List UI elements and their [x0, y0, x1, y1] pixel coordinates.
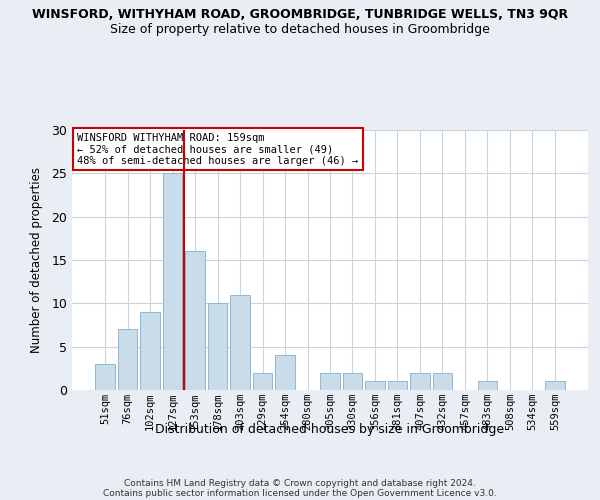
Bar: [388, 382, 407, 390]
Bar: [118, 330, 137, 390]
Bar: [95, 364, 115, 390]
Text: Contains HM Land Registry data © Crown copyright and database right 2024.: Contains HM Land Registry data © Crown c…: [124, 478, 476, 488]
Text: Contains public sector information licensed under the Open Government Licence v3: Contains public sector information licen…: [103, 488, 497, 498]
Bar: [478, 382, 497, 390]
Bar: [365, 382, 385, 390]
Bar: [230, 294, 250, 390]
Bar: [410, 372, 430, 390]
Bar: [545, 382, 565, 390]
Text: WINSFORD, WITHYHAM ROAD, GROOMBRIDGE, TUNBRIDGE WELLS, TN3 9QR: WINSFORD, WITHYHAM ROAD, GROOMBRIDGE, TU…: [32, 8, 568, 20]
Bar: [275, 356, 295, 390]
Bar: [433, 372, 452, 390]
Y-axis label: Number of detached properties: Number of detached properties: [30, 167, 43, 353]
Text: Size of property relative to detached houses in Groombridge: Size of property relative to detached ho…: [110, 22, 490, 36]
Bar: [163, 174, 182, 390]
Bar: [253, 372, 272, 390]
Text: WINSFORD WITHYHAM ROAD: 159sqm
← 52% of detached houses are smaller (49)
48% of : WINSFORD WITHYHAM ROAD: 159sqm ← 52% of …: [77, 132, 358, 166]
Bar: [343, 372, 362, 390]
Bar: [185, 252, 205, 390]
Bar: [208, 304, 227, 390]
Text: Distribution of detached houses by size in Groombridge: Distribution of detached houses by size …: [155, 422, 505, 436]
Bar: [320, 372, 340, 390]
Bar: [140, 312, 160, 390]
